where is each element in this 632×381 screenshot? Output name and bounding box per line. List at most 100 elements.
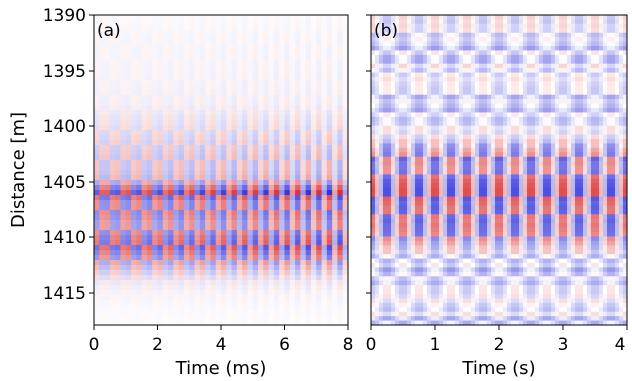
heatmap-cell — [115, 30, 121, 36]
heatmap-cell — [326, 135, 333, 141]
heatmap-cell — [273, 145, 280, 151]
heatmap-cell — [305, 285, 312, 291]
heatmap-cell — [221, 20, 227, 26]
heatmap-cell — [511, 23, 516, 29]
heatmap-cell — [289, 310, 296, 316]
heatmap-cell — [375, 134, 380, 140]
heatmap-cell — [125, 310, 132, 316]
heatmap-cell — [146, 190, 153, 196]
heatmap-cell — [300, 145, 307, 151]
heatmap-cell — [173, 255, 180, 261]
heatmap-cell — [583, 130, 588, 135]
heatmap-cell — [547, 59, 552, 65]
heatmap-cell — [189, 295, 195, 301]
heatmap-cell — [332, 235, 338, 241]
heatmap-cell — [131, 115, 137, 121]
heatmap-cell — [575, 108, 580, 113]
heatmap-cell — [115, 230, 121, 236]
heatmap-cell — [258, 265, 264, 271]
heatmap-cell — [284, 165, 291, 171]
heatmap-cell — [595, 50, 600, 56]
heatmap-cell — [305, 275, 312, 281]
heatmap-cell — [115, 290, 121, 296]
heatmap-cell — [316, 35, 322, 41]
heatmap-cell — [152, 295, 158, 301]
heatmap-cell — [337, 240, 344, 246]
heatmap-cell — [131, 75, 137, 81]
heatmap-cell — [279, 255, 285, 261]
heatmap-cell — [247, 55, 254, 61]
heatmap-cell — [168, 115, 174, 121]
heatmap-cell — [215, 220, 222, 226]
heatmap-cell — [603, 63, 608, 69]
heatmap-cell — [295, 50, 301, 56]
heatmap-cell — [168, 280, 174, 286]
heatmap-cell — [435, 41, 440, 47]
heatmap-cell — [310, 160, 317, 166]
heatmap-cell — [316, 165, 322, 171]
heatmap-cell — [115, 255, 121, 261]
heatmap-cell — [94, 105, 100, 111]
heatmap-cell — [316, 210, 322, 216]
heatmap-cell — [215, 210, 222, 216]
heatmap-cell — [94, 280, 100, 286]
heatmap-cell — [189, 45, 195, 51]
heatmap-cell — [300, 140, 307, 146]
heatmap-cell — [503, 108, 508, 113]
heatmap-cell — [104, 275, 111, 281]
heatmap-cell — [342, 120, 349, 126]
heatmap-cell — [399, 139, 404, 144]
heatmap-cell — [109, 145, 116, 151]
heatmap-cell — [168, 155, 174, 161]
heatmap-cell — [284, 310, 291, 316]
heatmap-cell — [371, 37, 376, 42]
heatmap-cell — [210, 285, 217, 291]
heatmap-cell — [539, 37, 544, 42]
heatmap-cell — [242, 40, 248, 46]
heatmap-cell — [210, 165, 217, 171]
heatmap-cell — [463, 32, 468, 38]
heatmap-cell — [399, 147, 404, 153]
heatmap-cell — [205, 180, 211, 186]
heatmap-cell — [519, 94, 524, 100]
heatmap-cell — [152, 180, 158, 186]
heatmap-cell — [141, 125, 148, 131]
heatmap-cell — [321, 315, 328, 321]
heatmap-cell — [168, 50, 174, 56]
heatmap-cell — [104, 245, 111, 251]
heatmap-cell — [109, 50, 116, 56]
heatmap-cell — [535, 50, 540, 56]
heatmap-cell — [395, 94, 400, 100]
heatmap-cell — [487, 50, 492, 56]
heatmap-cell — [305, 265, 312, 271]
heatmap-cell — [316, 75, 322, 81]
heatmap-cell — [125, 295, 132, 301]
heatmap-cell — [603, 81, 608, 87]
heatmap-cell — [459, 139, 464, 144]
heatmap-cell — [523, 112, 528, 118]
heatmap-cell — [455, 121, 460, 127]
heatmap-cell — [115, 240, 121, 246]
heatmap-cell — [487, 125, 492, 131]
heatmap-cell — [247, 315, 254, 321]
heatmap-cell — [321, 240, 328, 246]
heatmap-cell — [563, 72, 568, 78]
heatmap-cell — [136, 280, 143, 286]
heatmap-cell — [305, 300, 312, 306]
heatmap-cell — [205, 55, 211, 61]
heatmap-cell — [115, 245, 121, 251]
heatmap-cell — [419, 23, 424, 29]
heatmap-cell — [173, 275, 180, 281]
heatmap-cell — [263, 240, 270, 246]
heatmap-cell — [115, 140, 121, 146]
heatmap-cell — [152, 125, 158, 131]
heatmap-cell — [141, 245, 148, 251]
heatmap-cell — [523, 32, 528, 38]
heatmap-cell — [563, 68, 568, 73]
heatmap-cell — [455, 81, 460, 87]
heatmap-cell — [168, 255, 174, 261]
heatmap-cell — [387, 152, 392, 158]
heatmap-cell — [183, 130, 190, 136]
heatmap-cell — [403, 23, 408, 29]
heatmap-cell — [173, 215, 180, 221]
